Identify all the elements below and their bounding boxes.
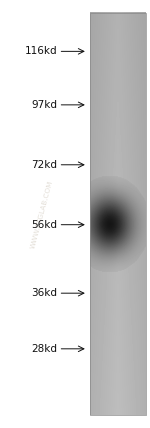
Text: 116kd: 116kd — [24, 46, 57, 56]
Text: 36kd: 36kd — [31, 288, 57, 298]
Bar — [90, 13, 146, 415]
Text: WWW.PTGLAB.COM: WWW.PTGLAB.COM — [30, 179, 54, 249]
Text: 72kd: 72kd — [31, 160, 57, 170]
Text: 28kd: 28kd — [31, 344, 57, 354]
Text: 97kd: 97kd — [31, 100, 57, 110]
Text: 56kd: 56kd — [31, 220, 57, 230]
